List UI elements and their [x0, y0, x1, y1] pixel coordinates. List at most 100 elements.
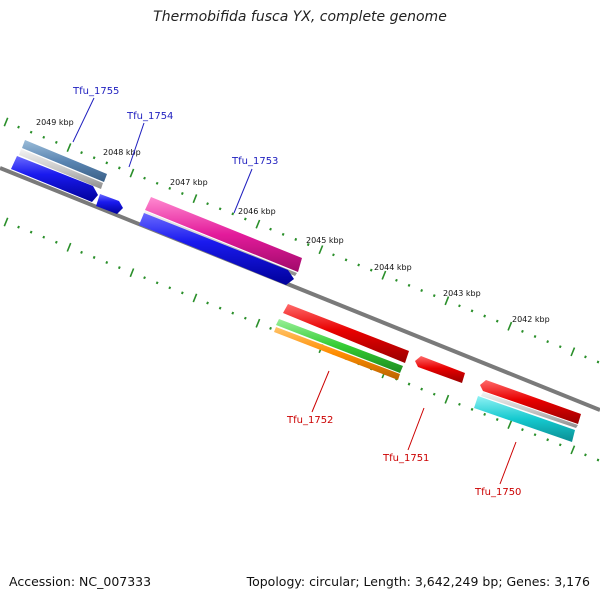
minor-tick [206, 202, 209, 206]
gene-labels: Tfu_1755 Tfu_1754 Tfu_1753 Tfu_1752 Tfu_… [72, 86, 521, 498]
minor-tick [231, 212, 235, 216]
genome-backbone [0, 166, 600, 412]
minor-tick [269, 227, 272, 231]
minor-tick [42, 235, 46, 239]
minor-tick [483, 412, 487, 416]
major-tick [507, 321, 513, 331]
scale-label: 2044 kbp [374, 263, 412, 272]
feature-red-tfu1752[interactable] [283, 304, 409, 363]
leader-line [311, 370, 330, 413]
major-tick [3, 117, 9, 127]
genes-value: 3,176 [554, 574, 590, 589]
leader-line [128, 122, 145, 168]
feature-red-tfu1751[interactable] [415, 356, 465, 383]
feature-gray-tfu1755[interactable] [19, 149, 103, 189]
major-tick [66, 242, 72, 252]
major-tick [570, 347, 576, 357]
topology-value: circular [309, 574, 356, 589]
gene-label-tfu1755[interactable]: Tfu_1755 [72, 86, 119, 97]
minor-tick [17, 125, 20, 129]
scale-label: 2043 kbp [443, 289, 481, 298]
minor-tick [332, 253, 335, 257]
minor-tick [357, 263, 361, 267]
major-tick [66, 143, 72, 153]
feature-steel-tfu1755[interactable] [22, 140, 107, 182]
scale-label: 2048 kbp [103, 148, 141, 157]
major-tick [129, 268, 135, 278]
accession-info: Accession: NC_007333 [9, 574, 151, 589]
major-tick [3, 217, 9, 227]
feature-red-tfu1750[interactable] [480, 380, 581, 424]
feature-blue-tfu1753[interactable] [139, 213, 294, 285]
minor-tick [243, 316, 247, 320]
feature-green-tfu1752[interactable] [276, 319, 403, 373]
minor-tick [521, 329, 524, 333]
accession-label: Accession: [9, 574, 76, 589]
feature-cyan-tfu1750[interactable] [474, 396, 575, 442]
leader-line [499, 441, 517, 485]
major-tick [129, 168, 135, 178]
minor-tick [29, 130, 33, 134]
gene-label-tfu1754[interactable]: Tfu_1754 [126, 111, 173, 122]
minor-tick [558, 443, 562, 447]
major-tick [381, 270, 387, 280]
minor-tick [294, 237, 298, 241]
major-tick [192, 293, 198, 303]
gene-label-tfu1753[interactable]: Tfu_1753 [231, 156, 278, 167]
feature-blue-arrow-1[interactable] [11, 156, 98, 202]
map-title: Thermobifida fusca YX, complete genome [153, 9, 447, 25]
minor-tick [521, 428, 524, 432]
feature-blue-arrow-2[interactable] [96, 194, 123, 214]
leader-line [233, 168, 253, 214]
minor-tick [558, 345, 562, 349]
topology-label: Topology: [246, 574, 306, 589]
minor-tick [584, 453, 587, 457]
gene-label-tfu1752[interactable]: Tfu_1752 [286, 415, 333, 426]
minor-tick [29, 230, 33, 234]
minor-tick [231, 311, 235, 315]
minor-tick [143, 176, 146, 180]
gene-label-tfu1751[interactable]: Tfu_1751 [382, 453, 429, 464]
reverse-features [274, 304, 581, 442]
minor-tick [218, 207, 222, 211]
minor-tick [218, 306, 222, 310]
minor-tick [407, 382, 411, 386]
minor-tick [407, 283, 411, 287]
scale-label: 2042 kbp [512, 315, 550, 324]
minor-tick [420, 387, 424, 391]
scale-label: 2045 kbp [306, 236, 344, 245]
minor-tick [243, 217, 247, 221]
minor-tick [92, 255, 96, 259]
minor-tick [143, 276, 146, 280]
minor-tick [42, 135, 46, 139]
minor-tick [458, 402, 461, 406]
minor-tick [281, 232, 285, 236]
minor-tick [432, 392, 436, 396]
minor-tick [306, 243, 310, 247]
minor-tick [546, 340, 550, 344]
major-tick [318, 245, 324, 255]
minor-tick [533, 433, 537, 437]
minor-tick [180, 291, 184, 295]
minor-tick [369, 268, 373, 272]
minor-tick [495, 319, 499, 323]
scale-labels: 2049 kbp 2048 kbp 2047 kbp 2046 kbp 2045… [36, 118, 550, 324]
major-tick [507, 420, 513, 430]
genome-stats: Topology: circular; Length: 3,642,249 bp… [246, 574, 590, 589]
feature-gray-tfu1750[interactable] [481, 392, 578, 428]
feature-orange-tfu1752[interactable] [274, 327, 400, 380]
scale-label: 2046 kbp [238, 207, 276, 216]
minor-tick [470, 309, 474, 313]
minor-tick [105, 261, 109, 264]
scale-label: 2047 kbp [170, 178, 208, 187]
minor-tick [483, 314, 487, 318]
minor-tick [105, 161, 109, 165]
feature-pink-tfu1753[interactable] [145, 197, 302, 272]
minor-tick [117, 266, 121, 270]
forward-features [11, 140, 302, 285]
minor-tick [584, 355, 587, 359]
gene-label-tfu1750[interactable]: Tfu_1750 [474, 487, 521, 498]
leader-lines [72, 97, 517, 485]
minor-tick [344, 258, 348, 262]
scale-label: 2049 kbp [36, 118, 74, 127]
